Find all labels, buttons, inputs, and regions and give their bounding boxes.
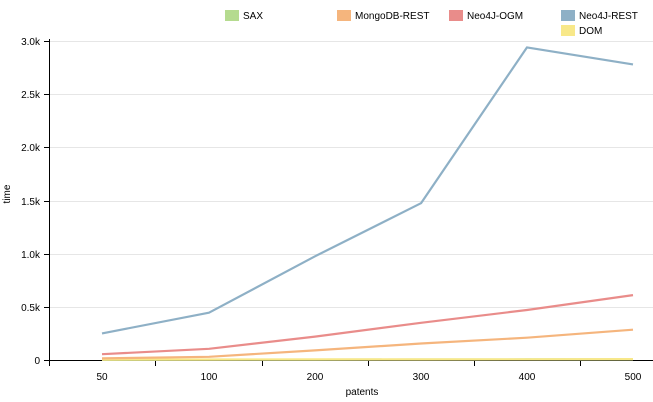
x-axis: 50 100 200 300 400 500 xyxy=(49,360,653,383)
x-tick-label: 500 xyxy=(625,372,642,383)
legend-swatch xyxy=(561,25,575,36)
y-axis: 0 0.5k 1.0k 1.5k 2.0k 2.5k 3.0k xyxy=(21,37,49,367)
legend-swatch xyxy=(561,10,575,21)
y-tick-label: 1.0k xyxy=(21,250,41,261)
legend-swatch xyxy=(225,10,239,21)
legend-label: Neo4J-REST xyxy=(579,11,638,22)
y-tick-label: 2.0k xyxy=(21,143,41,154)
x-tick-label: 100 xyxy=(201,372,218,383)
y-tick-label: 3.0k xyxy=(21,37,41,48)
x-tick-label: 50 xyxy=(96,372,108,383)
y-tick-label: 0 xyxy=(34,356,40,367)
gridlines xyxy=(49,42,653,308)
legend-item-mongodb-rest: MongoDB-REST xyxy=(337,10,429,22)
legend-label: MongoDB-REST xyxy=(355,11,429,22)
x-axis-title: patents xyxy=(346,387,379,398)
y-tick-label: 2.5k xyxy=(21,90,41,101)
x-tick-label: 400 xyxy=(519,372,536,383)
legend: SAX MongoDB-REST Neo4J-OGM Neo4J-REST DOM xyxy=(225,10,638,37)
x-tick-label: 300 xyxy=(413,372,430,383)
legend-swatch xyxy=(449,10,463,21)
legend-item-sax: SAX xyxy=(225,10,263,22)
legend-label: Neo4J-OGM xyxy=(467,11,523,22)
legend-item-neo4j-rest: Neo4J-REST xyxy=(561,10,638,22)
legend-label: DOM xyxy=(579,26,602,37)
legend-swatch xyxy=(337,10,351,21)
y-axis-title: time xyxy=(2,184,13,203)
series-line-neo4j-rest xyxy=(102,47,633,333)
legend-item-dom: DOM xyxy=(561,25,602,37)
legend-label: SAX xyxy=(243,11,263,22)
series-line-neo4j-ogm xyxy=(102,295,633,354)
series-line-mongodb-rest xyxy=(102,330,633,359)
y-tick-label: 0.5k xyxy=(21,303,41,314)
legend-item-neo4j-ogm: Neo4J-OGM xyxy=(449,10,523,22)
series-line-dom xyxy=(102,359,633,360)
x-tick-label: 200 xyxy=(307,372,324,383)
y-tick-label: 1.5k xyxy=(21,197,41,208)
